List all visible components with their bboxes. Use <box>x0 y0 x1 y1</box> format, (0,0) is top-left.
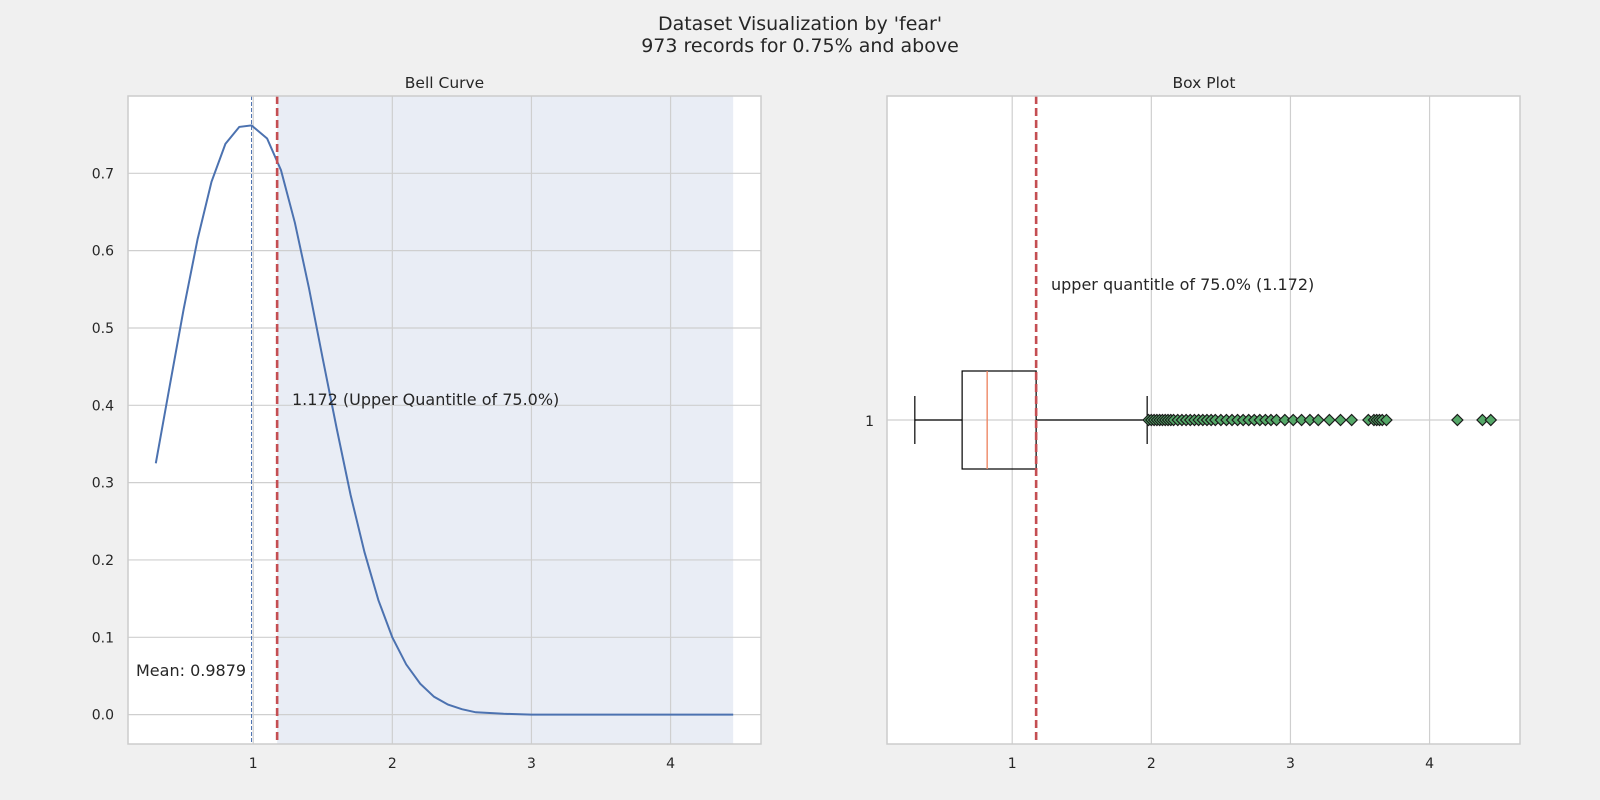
x-tick-label: 4 <box>1425 756 1434 772</box>
outlier-point <box>1334 413 1347 427</box>
outlier-point <box>1286 413 1300 427</box>
bell-curve-title: Bell Curve <box>405 74 484 92</box>
x-tick-label: 4 <box>666 756 675 772</box>
y-tick-label: 0.4 <box>92 398 114 414</box>
outlier-point <box>1303 413 1317 427</box>
y-tick-label: 0.2 <box>92 553 114 569</box>
bell-curve-axes-frame <box>127 95 762 745</box>
box-plot-title: Box Plot <box>1173 74 1236 92</box>
figure-subtitle: 973 records for 0.75% and above <box>641 35 959 57</box>
box-threshold-label: upper quantitle of 75.0% (1.172) <box>1051 275 1314 294</box>
x-tick-label: 2 <box>1147 756 1156 772</box>
outlier-point <box>1451 413 1464 427</box>
outlier-point <box>1323 413 1336 427</box>
y-tick-label: 0.6 <box>92 244 114 260</box>
figure-title: Dataset Visualization by 'fear' <box>658 13 942 35</box>
y-tick-label: 0.0 <box>92 708 114 724</box>
outlier-point <box>1278 413 1292 427</box>
y-tick-label: 0.5 <box>92 321 114 337</box>
threshold-label: 1.172 (Upper Quantitle of 75.0%) <box>292 390 559 409</box>
x-tick-label: 2 <box>388 756 397 772</box>
y-tick-label: 0.1 <box>92 630 114 646</box>
box-plot-panel: Box Plot 1 2 3 4 1 upper quantitle of 75.0%… <box>865 74 1521 772</box>
mean-label: Mean: 0.9879 <box>136 661 246 680</box>
outlier-point <box>1311 413 1325 427</box>
x-tick-label: 1 <box>249 756 258 772</box>
outlier-point <box>1380 413 1393 427</box>
bell-curve-line <box>154 124 734 716</box>
outlier-point <box>1295 413 1308 427</box>
y-tick-label: 0.3 <box>92 476 114 492</box>
shaded-region <box>277 96 734 744</box>
x-tick-label: 1 <box>1008 756 1017 772</box>
outlier-point <box>1345 413 1359 427</box>
outlier-point <box>1484 413 1498 427</box>
y-tick-label: 0.7 <box>92 166 114 182</box>
x-tick-label: 3 <box>1286 756 1295 772</box>
x-tick-label: 3 <box>527 756 536 772</box>
box-plot-y-tick-label: 1 <box>865 414 874 430</box>
bell-curve-panel: Bell Curve 1 2 3 40.00.10.20.30.40.50.60.7 … <box>92 74 762 772</box>
box-plot-axes-frame <box>886 95 1521 745</box>
outlier-point <box>1476 413 1489 427</box>
outlier-point <box>1270 413 1283 427</box>
